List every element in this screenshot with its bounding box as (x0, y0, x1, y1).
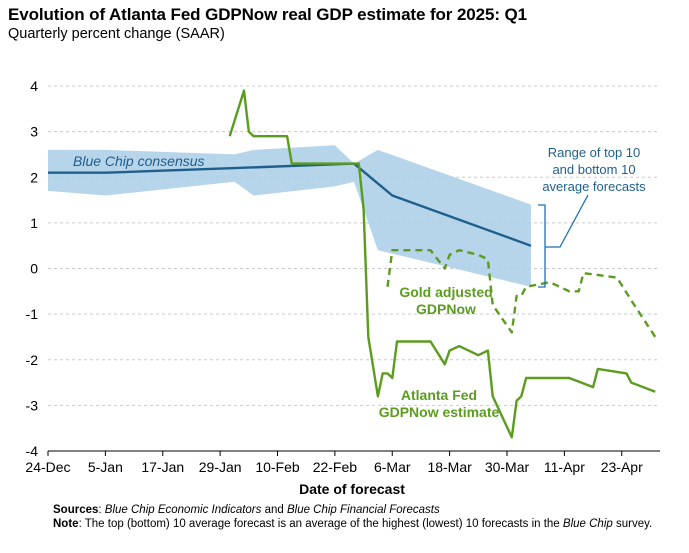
note-label: Note (53, 518, 79, 530)
x-tick-label: 17-Jan (141, 459, 184, 475)
note-text1: : The top (bottom) 10 average forecast i… (78, 518, 563, 530)
x-tick-label: 10-Feb (255, 459, 300, 475)
gold-label-line2: GDPNow (416, 301, 476, 317)
chart-subtitle: Quarterly percent change (SAAR) (8, 26, 225, 42)
x-tick-label: 6-Mar (374, 459, 411, 475)
x-tick-label: 30-Mar (485, 459, 530, 475)
y-tick-label: 4 (30, 78, 38, 94)
chart-title: Evolution of Atlanta Fed GDPNow real GDP… (8, 5, 528, 24)
sources-part2: Blue Chip Financial Forecasts (286, 504, 440, 516)
y-tick-label: -4 (26, 443, 39, 459)
range-label-line2: and bottom 10 (552, 162, 635, 177)
x-tick-label: 18-Mar (427, 459, 472, 475)
note-line: Note: The top (bottom) 10 average foreca… (53, 517, 673, 531)
atl-label-line2: GDPNow estimate (379, 404, 500, 420)
y-tick-label: 2 (30, 169, 38, 185)
x-tick-label: 22-Feb (313, 459, 358, 475)
note-bluechip: Blue Chip (562, 518, 613, 530)
y-tick-label: -3 (26, 397, 39, 413)
line-chart: 4 3 2 1 0 -1 -2 -3 -424-Dec 5-Jan 17-Jan 29-Jan 10-F… (25, 78, 660, 497)
gridlines (48, 85, 660, 406)
sources-label: Sources (53, 504, 99, 516)
atl-label-line1: Atlanta Fed (401, 387, 477, 403)
range-band-layer (48, 145, 531, 287)
range-band (48, 145, 531, 287)
range-label-line3: average forecasts (542, 179, 646, 194)
sources-line: Sources: Blue Chip Economic Indicators a… (53, 504, 440, 516)
range-label-line1: Range of top 10 (548, 145, 641, 160)
y-tick-label: 3 (30, 124, 38, 140)
note-text2: survey. (612, 518, 653, 530)
sources-part1: Blue Chip Economic Indicators (104, 504, 262, 516)
y-tick-label: 1 (30, 215, 38, 231)
blue-chip-label: Blue Chip consensus (73, 153, 205, 169)
x-tick-label: 11-Apr (544, 459, 585, 475)
y-tick-label: 0 (30, 261, 38, 277)
x-tick-label: 5-Jan (88, 459, 123, 475)
x-tick-label: 29-Jan (199, 459, 242, 475)
range-bracket (538, 194, 589, 288)
x-tick-label: 23-Apr (601, 459, 643, 475)
gold-label-line1: Gold adjusted (399, 284, 492, 300)
y-tick-label: -1 (26, 306, 39, 322)
series-line-atlanta-fed-gdpnow-estimate (228, 89, 656, 439)
series-line-gold-adjusted-gdpnow (386, 249, 657, 338)
x-tick-label: 24-Dec (25, 459, 70, 475)
annotation-layer: Blue Chip consensus Range of top 10 and … (73, 145, 646, 497)
series-layer (48, 89, 657, 439)
axis-layer: 4 3 2 1 0 -1 -2 -3 -424-Dec 5-Jan 17-Jan 29-Jan 10-F… (25, 78, 660, 475)
y-tick-label: -2 (26, 352, 39, 368)
sources-and: and (261, 504, 287, 516)
x-axis-title: Date of forecast (299, 481, 405, 497)
series-line-blue-chip-consensus (48, 162, 532, 247)
chart-notes: Sources: Blue Chip Economic Indicators a… (53, 503, 673, 531)
